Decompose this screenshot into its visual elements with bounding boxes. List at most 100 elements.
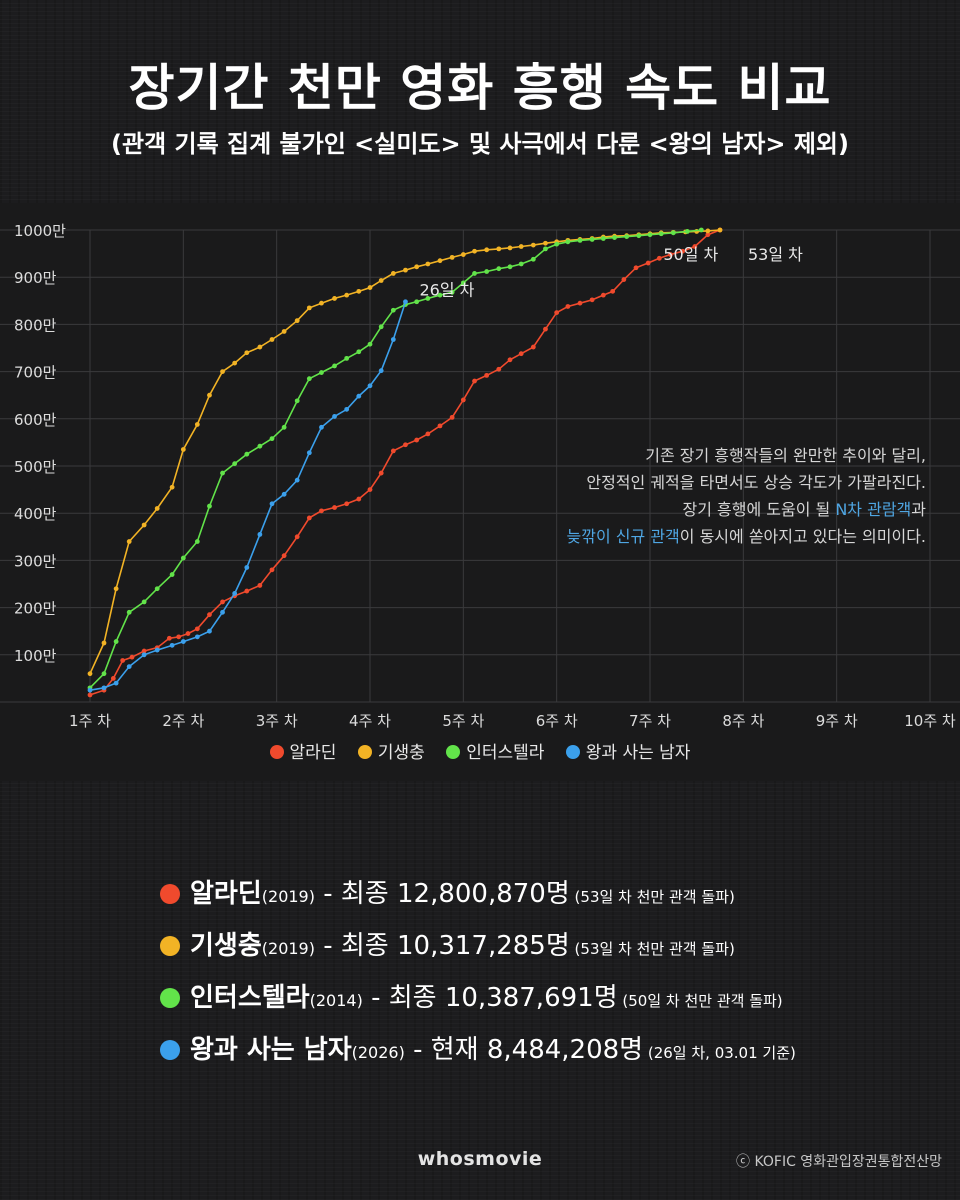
y-tick-label: 1000만 <box>14 222 66 240</box>
data-point <box>180 447 186 452</box>
data-point <box>87 687 93 693</box>
movie-year: (2019) <box>261 887 315 906</box>
chart-panel: 100만 200만 300만 400만 500만 600만 700만 800만 900만 1000… <box>0 203 960 781</box>
data-point <box>647 232 653 238</box>
data-point <box>356 349 362 355</box>
data-point <box>244 588 250 594</box>
data-point <box>176 634 182 640</box>
x-tick-label: 5주 차 <box>442 712 484 730</box>
data-point <box>207 392 212 398</box>
y-tick-label: 900만 <box>14 269 57 287</box>
data-point <box>554 310 560 315</box>
data-point <box>244 350 250 356</box>
data-point <box>680 248 686 254</box>
data-point <box>684 229 690 234</box>
dot-icon <box>160 988 180 1008</box>
legend-label: 알라딘 <box>289 743 337 763</box>
x-tick-label: 2주 차 <box>162 712 204 730</box>
data-point <box>194 626 200 632</box>
source-credit: ⓒ KOFIC 영화관입장권통합전산망 <box>736 1154 942 1170</box>
data-point <box>269 337 275 342</box>
data-point <box>154 647 160 653</box>
data-point <box>460 397 466 403</box>
line-chart: 100만 200만 300만 400만 500만 600만 700만 800만 900만 1000… <box>0 222 960 730</box>
legend-item: 인터스텔라 <box>446 738 544 763</box>
data-point <box>518 261 524 267</box>
data-point <box>367 487 373 492</box>
legend-dot-icon <box>357 745 372 759</box>
data-point <box>194 539 200 544</box>
movie-audience: - 최종 10,387,691명 <box>362 983 618 1013</box>
summary-row-parasite: 기생충(2019) - 최종 10,317,285명 (53일 차 천만 관객 … <box>160 924 796 976</box>
data-point <box>600 292 606 298</box>
data-point <box>390 271 396 276</box>
data-point <box>281 424 287 430</box>
data-point <box>220 599 225 605</box>
chart-legend: 알라딘 기생충 인터스텔라 왕과 사는 남자 <box>0 738 960 763</box>
y-tick-label: 500만 <box>14 458 57 476</box>
data-point <box>87 671 93 677</box>
movie-milestone: (26일 차, 03.01 기준) <box>643 1044 796 1062</box>
summary-row-king: 왕과 사는 남자(2026) - 현재 8,484,208명 (26일 차, 0… <box>160 1028 796 1080</box>
data-point <box>194 634 200 640</box>
data-point <box>232 461 238 467</box>
data-point <box>390 307 396 313</box>
x-tick-label: 4주 차 <box>349 712 391 730</box>
data-point <box>344 355 350 361</box>
y-tick-label: 100만 <box>14 647 57 665</box>
summary-row-aladdin: 알라딘(2019) - 최종 12,800,870명 (53일 차 천만 관객 … <box>160 872 796 924</box>
data-point <box>589 297 595 303</box>
data-point <box>390 337 396 342</box>
data-point <box>306 450 312 456</box>
data-point <box>378 278 384 283</box>
data-point <box>126 609 132 615</box>
x-tick-label: 7주 차 <box>629 712 671 730</box>
y-tick-label: 700만 <box>14 364 57 382</box>
legend-dot-icon <box>565 745 580 759</box>
data-point <box>169 484 175 490</box>
data-point <box>636 233 642 239</box>
data-point <box>507 264 513 270</box>
data-point <box>543 240 548 246</box>
movie-name: 인터스텔라 <box>190 983 310 1013</box>
data-point <box>294 534 300 540</box>
data-point <box>232 591 238 596</box>
data-point <box>180 639 186 644</box>
data-point <box>705 228 711 234</box>
y-tick-label: 400만 <box>14 505 57 523</box>
data-point <box>220 369 225 374</box>
data-point <box>565 239 571 245</box>
movie-name: 기생충 <box>190 931 262 961</box>
data-point <box>332 296 337 301</box>
data-point <box>344 406 350 412</box>
data-point <box>367 383 373 389</box>
data-point <box>543 326 548 332</box>
data-point <box>565 304 571 309</box>
data-point <box>166 635 172 641</box>
data-point <box>169 642 175 648</box>
data-point <box>180 555 186 561</box>
data-point <box>129 654 135 660</box>
annotation-label: 50일 차 <box>663 245 718 264</box>
annotation-label: 53일 차 <box>748 245 803 264</box>
note-line-4-post: 이 동시에 쏟아지고 있다는 의미이다. <box>679 527 926 546</box>
data-point <box>120 658 126 663</box>
data-point <box>378 368 384 374</box>
data-point <box>414 437 420 443</box>
data-point <box>717 227 723 233</box>
legend-item: 알라딘 <box>269 738 337 763</box>
data-point <box>621 277 627 282</box>
data-point <box>281 553 287 559</box>
note-line-3-pre: 장기 흥행에 도움이 될 <box>682 500 836 519</box>
dot-icon <box>160 884 180 904</box>
data-point <box>281 329 287 334</box>
data-point <box>449 254 455 260</box>
movie-name: 왕과 사는 남자 <box>190 1035 352 1065</box>
data-point <box>496 246 502 252</box>
data-point <box>269 567 275 573</box>
data-point <box>577 237 583 243</box>
data-point <box>403 267 408 273</box>
data-point <box>319 424 324 430</box>
chart-note: 기존 장기 흥행작들의 완만한 추이와 달리, 안정적인 궤적을 타면서도 상승… <box>406 442 926 550</box>
data-point <box>518 351 524 357</box>
